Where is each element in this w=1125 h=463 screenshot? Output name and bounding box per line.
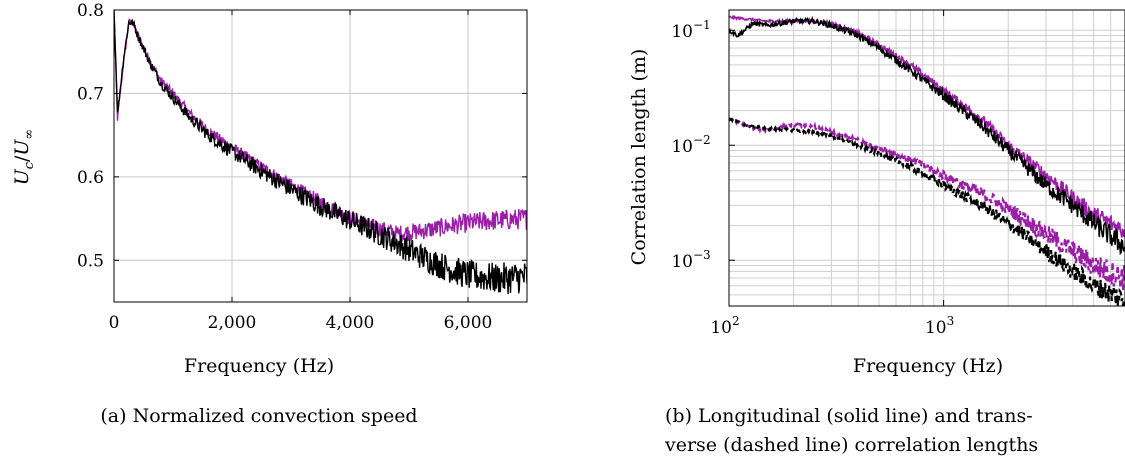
caption-b-line-2: verse (dashed line) correlation lengths [664, 434, 1038, 456]
series-line-purple-solid [729, 14, 1125, 238]
y-tick-label: 0.7 [77, 84, 104, 104]
caption-a: (a) Normalized convection speed [100, 405, 417, 427]
x-tick-label: 103 [925, 314, 954, 338]
chart-correlation-length: 102 103 10−3 10−2 10−1 Frequency (Hz) Correl… [628, 9, 1125, 456]
series-line-purple [114, 10, 527, 243]
series-line-black-dashed [729, 116, 1125, 306]
x-tick-label: 2,000 [208, 313, 257, 333]
y-tick-label: 10−1 [671, 18, 710, 42]
plot-frame [728, 9, 1125, 307]
plot-frame [113, 9, 528, 303]
y-tick-label: 10−3 [671, 248, 710, 272]
x-tick-label: 6,000 [444, 313, 493, 333]
y-axis-label: Uc/U∞ [11, 129, 37, 186]
y-tick-label: 0.6 [77, 168, 104, 188]
y-axis-label-sub-inf: ∞ [22, 129, 37, 140]
grid [113, 9, 527, 302]
y-tick-label: 0.5 [77, 251, 104, 271]
series-group [729, 14, 1125, 306]
chart-convection-speed: 0 2,000 4,000 6,000 0.5 0.6 0.7 0.8 Frequency (… [11, 1, 528, 427]
tick-labels: 0 2,000 4,000 6,000 0.5 0.6 0.7 0.8 [77, 1, 492, 333]
y-tick-label: 0.8 [77, 1, 104, 21]
series-group [114, 10, 527, 295]
y-axis-label-u2: U [11, 139, 33, 156]
x-tick-label: 102 [710, 314, 739, 338]
series-line-purple-dashed [729, 117, 1125, 290]
tick-marks [728, 10, 945, 306]
x-tick-label: 0 [109, 313, 120, 333]
series-line-black [114, 10, 527, 295]
x-axis-label: Frequency (Hz) [184, 355, 334, 377]
y-tick-label: 10−2 [671, 133, 710, 157]
y-axis-label: Correlation length (m) [628, 49, 650, 266]
tick-labels: 102 103 10−3 10−2 10−1 [671, 18, 954, 338]
x-tick-label: 4,000 [326, 313, 375, 333]
series-line-black-solid [729, 15, 1125, 256]
caption-b-line-1: (b) Longitudinal (solid line) and trans- [665, 405, 1033, 427]
tick-marks [113, 9, 527, 302]
y-axis-label-sub-c: c [22, 161, 37, 169]
x-axis-label: Frequency (Hz) [853, 355, 1003, 377]
y-axis-label-u: U [11, 168, 33, 185]
y-axis-label-slash: / [11, 155, 33, 162]
